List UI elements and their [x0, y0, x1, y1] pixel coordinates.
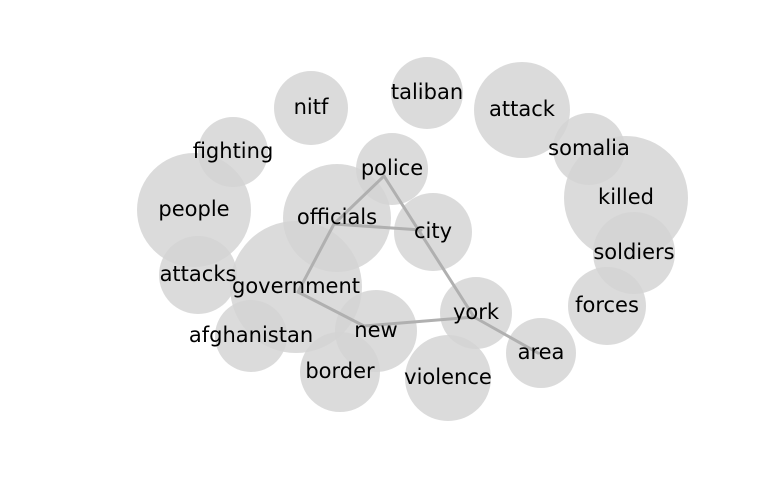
node-bubble-afghanistan [215, 300, 287, 372]
node-bubble-nitf [274, 71, 348, 145]
node-label-border: border [305, 359, 375, 383]
node-label-killed: killed [598, 185, 654, 209]
node-label-police: police [361, 156, 423, 180]
node-label-government: government [232, 274, 360, 298]
node-bubble-area [506, 318, 576, 388]
edge-new-york [362, 315, 476, 328]
node-label-york: york [453, 300, 500, 324]
edge-police-officials [332, 174, 386, 226]
node-label-nitf: nitf [294, 95, 329, 119]
node-bubble-forces [568, 267, 646, 345]
node-label-city: city [414, 219, 452, 243]
node-bubble-attacks [159, 236, 237, 314]
node-label-officials: officials [297, 205, 377, 229]
node-label-attack: attack [489, 97, 556, 121]
edge-officials-government [296, 222, 336, 294]
node-label-taliban: taliban [391, 80, 463, 104]
edge-police-york [382, 174, 476, 319]
node-bubble-border [300, 332, 380, 412]
node-label-violence: violence [404, 365, 492, 389]
label-layer: nitf taliban attack fighting somalia police pe… [158, 80, 674, 389]
node-label-somalia: somalia [548, 136, 630, 160]
node-label-fighting: fighting [193, 139, 274, 163]
node-bubble-york [440, 277, 512, 349]
node-label-attacks: attacks [160, 262, 237, 286]
node-label-area: area [518, 340, 565, 364]
edge-government-new [296, 290, 366, 328]
node-bubble-city [394, 193, 472, 271]
bubble-layer [137, 57, 688, 421]
node-label-forces: forces [575, 293, 639, 317]
node-label-afghanistan: afghanistan [189, 323, 313, 347]
node-label-new: new [354, 318, 397, 342]
node-bubble-taliban [391, 57, 463, 129]
node-label-soldiers: soldiers [593, 240, 674, 264]
edge-york-area [472, 315, 540, 355]
node-bubble-people [137, 153, 251, 267]
node-label-people: people [158, 197, 229, 221]
node-bubble-violence [405, 335, 491, 421]
edge-layer [296, 174, 540, 355]
node-bubble-attack [474, 62, 570, 158]
edge-officials-city [332, 222, 423, 232]
